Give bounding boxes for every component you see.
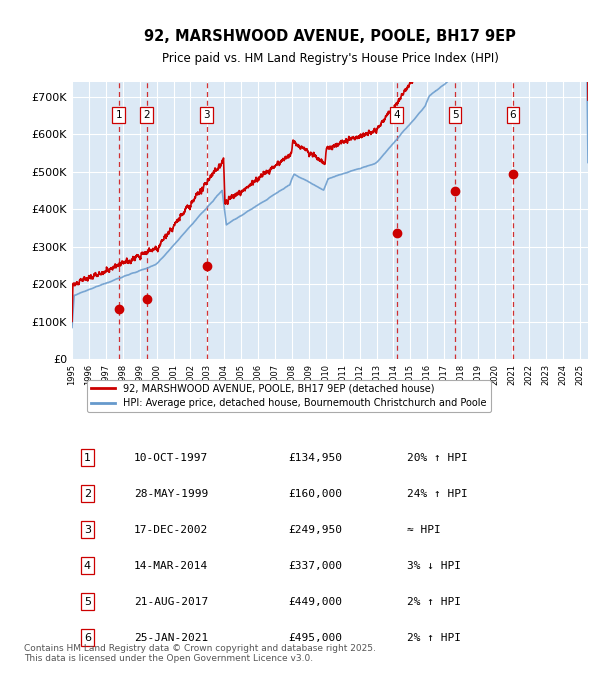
Text: 4: 4: [84, 560, 91, 571]
Text: £134,950: £134,950: [289, 453, 343, 462]
Legend: 92, MARSHWOOD AVENUE, POOLE, BH17 9EP (detached house), HPI: Average price, deta: 92, MARSHWOOD AVENUE, POOLE, BH17 9EP (d…: [87, 379, 491, 412]
Text: 2: 2: [84, 489, 91, 498]
Text: Contains HM Land Registry data © Crown copyright and database right 2025.
This d: Contains HM Land Registry data © Crown c…: [24, 643, 376, 663]
Text: 21-AUG-2017: 21-AUG-2017: [134, 596, 208, 607]
Text: 28-MAY-1999: 28-MAY-1999: [134, 489, 208, 498]
Text: £337,000: £337,000: [289, 560, 343, 571]
Text: 2% ↑ HPI: 2% ↑ HPI: [407, 596, 461, 607]
Text: 1: 1: [84, 453, 91, 462]
Text: 6: 6: [510, 110, 517, 120]
Text: £160,000: £160,000: [289, 489, 343, 498]
Text: 1: 1: [116, 110, 122, 120]
Text: 3% ↓ HPI: 3% ↓ HPI: [407, 560, 461, 571]
Text: 20% ↑ HPI: 20% ↑ HPI: [407, 453, 468, 462]
Text: 10-OCT-1997: 10-OCT-1997: [134, 453, 208, 462]
Text: 2: 2: [143, 110, 150, 120]
Text: 25-JAN-2021: 25-JAN-2021: [134, 632, 208, 643]
Text: 3: 3: [203, 110, 210, 120]
Text: ≈ HPI: ≈ HPI: [407, 525, 441, 534]
Text: £249,950: £249,950: [289, 525, 343, 534]
Text: 24% ↑ HPI: 24% ↑ HPI: [407, 489, 468, 498]
Text: 3: 3: [84, 525, 91, 534]
Text: 6: 6: [84, 632, 91, 643]
Text: £495,000: £495,000: [289, 632, 343, 643]
Text: 5: 5: [84, 596, 91, 607]
Text: Price paid vs. HM Land Registry's House Price Index (HPI): Price paid vs. HM Land Registry's House …: [161, 52, 499, 65]
Text: 2% ↑ HPI: 2% ↑ HPI: [407, 632, 461, 643]
Text: 14-MAR-2014: 14-MAR-2014: [134, 560, 208, 571]
Text: 4: 4: [394, 110, 400, 120]
Text: 17-DEC-2002: 17-DEC-2002: [134, 525, 208, 534]
Text: 92, MARSHWOOD AVENUE, POOLE, BH17 9EP: 92, MARSHWOOD AVENUE, POOLE, BH17 9EP: [144, 29, 516, 44]
Text: 5: 5: [452, 110, 458, 120]
Text: £449,000: £449,000: [289, 596, 343, 607]
